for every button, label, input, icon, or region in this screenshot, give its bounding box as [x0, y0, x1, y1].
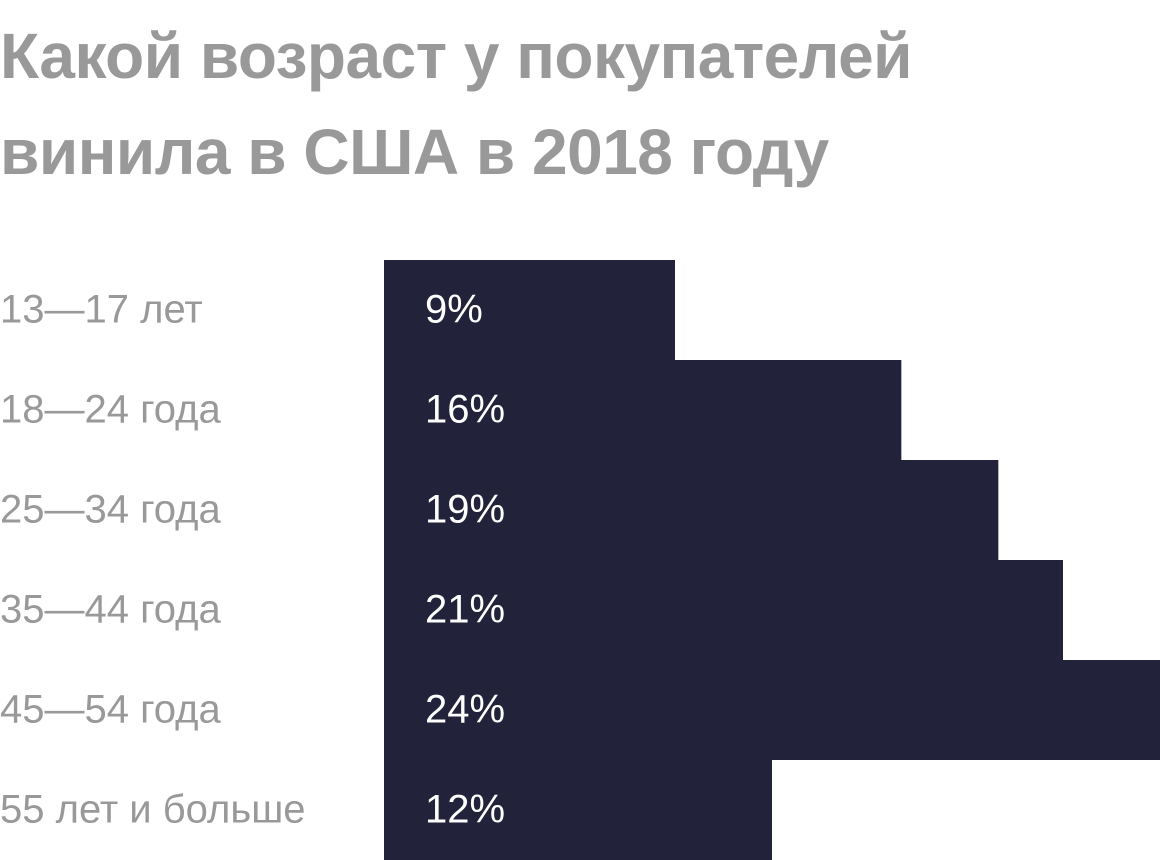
category-label: 55 лет и больше: [0, 788, 306, 832]
value-label: 19%: [425, 488, 505, 532]
category-label: 18—24 года: [0, 388, 222, 432]
value-label: 24%: [425, 688, 505, 732]
value-label: 21%: [425, 588, 505, 632]
bar: [384, 560, 1063, 660]
bar: [384, 660, 1160, 760]
category-label: 45—54 года: [0, 688, 222, 732]
bar: [384, 460, 999, 560]
bar: [384, 760, 772, 860]
chart-title: Какой возраст у покупателей винила в США…: [0, 20, 913, 188]
value-label: 16%: [425, 388, 505, 432]
value-label: 9%: [425, 288, 483, 332]
bar: [384, 360, 902, 460]
bar: [384, 260, 675, 360]
category-label: 25—34 года: [0, 488, 222, 532]
category-label: 35—44 года: [0, 588, 222, 632]
value-label: 12%: [425, 788, 505, 832]
category-label: 13—17 лет: [0, 288, 203, 332]
